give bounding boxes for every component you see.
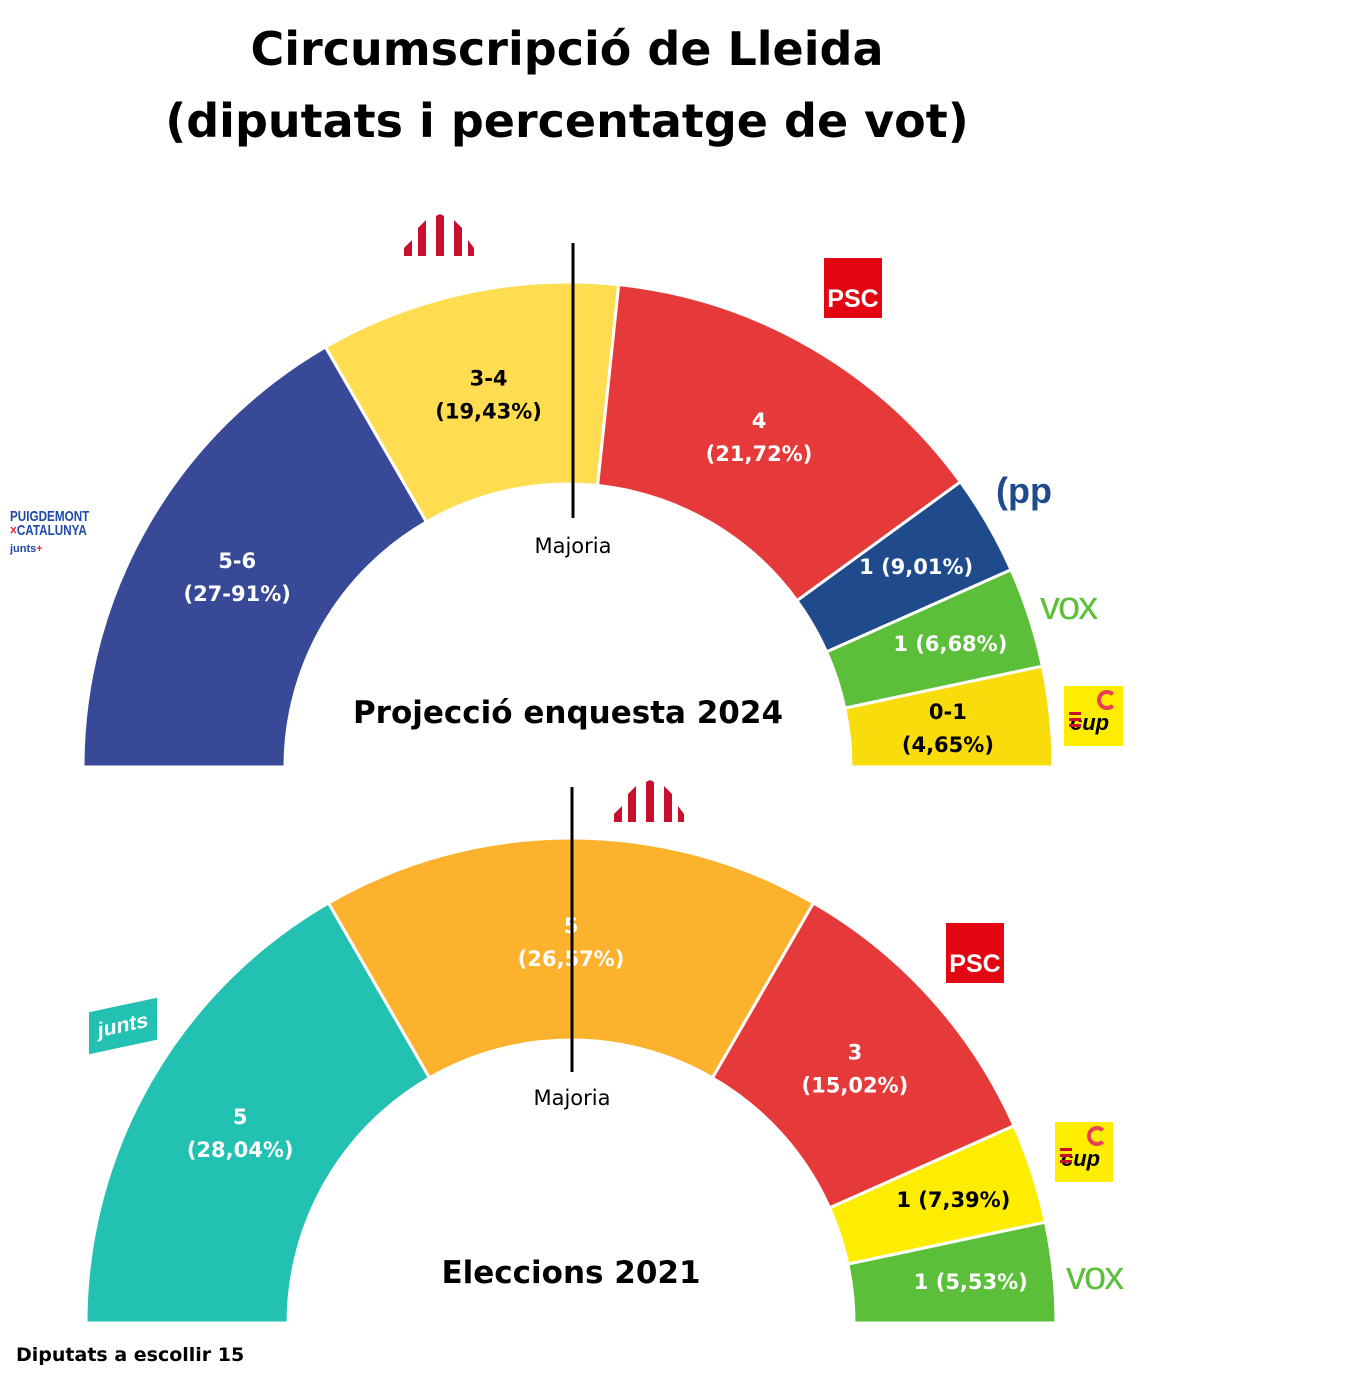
seats-label-erc: 3-4 [470,366,508,390]
segment-label-pp: 1 (9,01%) [859,555,973,579]
percent-label-psc: (15,02%) [802,1073,909,1097]
cup-logo-top: cup [1064,686,1123,746]
erc-logo-bottom [614,780,684,822]
majority-label: Majoria [533,1086,610,1110]
chart-title-line1: Circumscripció de Lleida [250,22,884,76]
segment-label-vox: 1 (6,68%) [893,632,1007,656]
segment-vox [846,1220,1058,1325]
cup-logo-bottom: cup [1055,1122,1113,1182]
erc-logo-top [404,214,474,256]
chart-title-line2: (diputats i percentatge de vot) [165,94,969,148]
percent-label-erc: (19,43%) [435,399,542,423]
hemicycle-title: Projecció enquesta 2024 [353,695,783,731]
hemicycle-1: 5(28,04%)5(26,57%)3(15,02%)1 (7,39%)1 (5… [84,787,1058,1325]
hemicycle-title: Eleccions 2021 [441,1255,700,1291]
segment-psc [595,283,963,603]
pp-logo: (pp [996,470,1052,511]
segment-label-vox: 1 (5,53%) [914,1270,1028,1294]
vox-logo-bottom: vox [1066,1254,1124,1298]
footer-note: Diputats a escollir 15 [16,1344,245,1366]
percent-label-cup: (4,65%) [902,733,994,757]
majority-label: Majoria [534,534,611,558]
segment-label-cup: 1 (7,39%) [896,1188,1010,1212]
segment-junts [84,900,432,1325]
psc-logo-bottom: PSC [946,923,1004,983]
psc-logo-top: PSC [824,258,882,318]
seats-label-junts: 5-6 [218,549,256,573]
percent-label-junts: (28,04%) [187,1138,294,1162]
segment-junts [81,344,429,769]
segment-cup [843,664,1055,769]
percent-label-junts: (27-91%) [183,582,290,606]
seats-label-psc: 3 [848,1040,863,1064]
seats-label-junts: 5 [233,1105,248,1129]
junts-logo-top: PUIGDEMONT ×CATALUNYA junts+ [10,508,90,555]
percent-label-psc: (21,72%) [706,442,813,466]
vox-logo-top: vox [1040,584,1098,628]
seats-label-psc: 4 [752,409,767,433]
hemicycle-0: 5-6 (27-91%) 3-4 (19,43%) 4 (21,72%) 1 (9,01%)… [81,243,1055,769]
seats-label-cup: 0-1 [929,700,967,724]
